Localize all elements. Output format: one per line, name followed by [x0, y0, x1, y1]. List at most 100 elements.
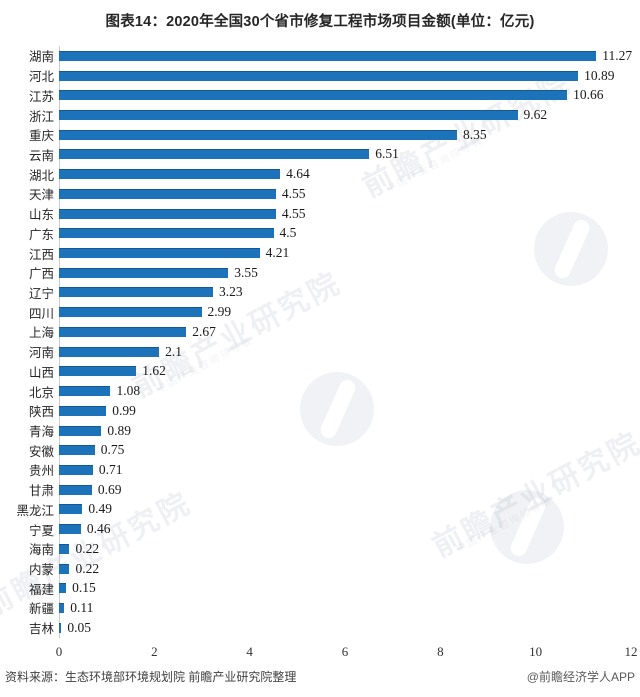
- category-label: 北京: [28, 385, 54, 400]
- bar-track: 10.89: [59, 66, 631, 86]
- bar: [59, 622, 62, 633]
- bar-row: 黑龙江 0.49: [4, 500, 632, 520]
- bar-row: 陕西 0.99: [4, 401, 632, 421]
- bar-value-label: 0.75: [100, 442, 125, 458]
- bar-row: 云南 6.51: [4, 145, 632, 165]
- bar-track: 3.23: [59, 283, 631, 303]
- bar-track: 0.11: [59, 598, 631, 618]
- bar-value-label: 0.99: [112, 402, 136, 418]
- bar-value-label: 10.89: [584, 67, 615, 83]
- bar-row: 辽宁 3.23: [4, 283, 632, 303]
- bar-track: 2.67: [59, 322, 631, 342]
- category-label: 河南: [28, 346, 54, 361]
- bar-value-label: 4.55: [281, 185, 306, 201]
- bar: [59, 169, 281, 180]
- category-label: 云南: [28, 148, 54, 163]
- bar-row: 山东 4.55: [4, 204, 632, 224]
- category-label: 重庆: [28, 129, 54, 144]
- bar-value-label: 0.15: [72, 580, 96, 596]
- bar: [59, 445, 95, 456]
- bar-row: 宁夏 0.46: [4, 519, 632, 539]
- category-label: 内蒙: [28, 563, 54, 578]
- category-label: 上海: [28, 326, 54, 341]
- bar-track: 4.55: [59, 204, 631, 224]
- bar-row: 广东 4.5: [4, 223, 632, 243]
- category-label: 福建: [28, 582, 54, 597]
- bar: [59, 366, 137, 377]
- bar: [59, 70, 579, 81]
- bar-value-label: 0.46: [86, 521, 111, 537]
- bar: [59, 484, 92, 495]
- bar-value-label: 11.27: [602, 47, 633, 63]
- bar-value-label: 0.69: [97, 481, 122, 497]
- bar-value-label: 4.5: [279, 225, 297, 241]
- category-label: 湖南: [28, 50, 54, 65]
- source-note: 资料来源：生态环境部环境规划院 前瞻产业研究院整理: [5, 670, 297, 684]
- bar: [59, 248, 260, 259]
- bar-track: 0.15: [59, 578, 631, 598]
- bar-row: 山西 1.62: [4, 362, 632, 382]
- bar-track: 4.5: [59, 223, 631, 243]
- bar: [59, 524, 81, 535]
- bar: [59, 425, 102, 436]
- bar: [59, 602, 65, 613]
- bar-value-label: 0.22: [75, 560, 100, 576]
- bar-row: 新疆 0.11: [4, 598, 632, 618]
- bar: [59, 326, 187, 337]
- bar-value-label: 0.49: [88, 501, 112, 517]
- bar: [59, 543, 70, 554]
- bar-value-label: 8.35: [463, 126, 487, 142]
- bar-value-label: 2.99: [207, 304, 232, 320]
- bar-track: 0.69: [59, 480, 631, 500]
- bar-value-label: 2.67: [192, 323, 216, 339]
- bar-track: 11.27: [59, 46, 633, 66]
- category-label: 江苏: [28, 89, 54, 104]
- bar-track: 2.1: [59, 342, 631, 362]
- category-label: 吉林: [28, 622, 54, 637]
- x-axis-tick-label: 8: [437, 644, 444, 659]
- bar-row: 湖南 11.27: [4, 46, 632, 66]
- bar-value-label: 0.11: [70, 599, 94, 615]
- bar-row: 江西 4.21: [4, 243, 632, 263]
- category-label: 山东: [28, 208, 54, 223]
- category-label: 山西: [28, 365, 54, 380]
- bar-track: 2.99: [59, 302, 631, 322]
- category-label: 浙江: [28, 109, 54, 124]
- credit: @前瞻经济学人APP: [526, 670, 635, 684]
- bar-row: 河北 10.89: [4, 66, 632, 86]
- footer: 资料来源：生态环境部环境规划院 前瞻产业研究院整理 @前瞻经济学人APP: [5, 668, 635, 685]
- x-axis-tick-label: 12: [624, 644, 638, 659]
- bar-row: 上海 2.67: [4, 322, 632, 342]
- category-label: 安徽: [28, 444, 54, 459]
- bar-track: 4.55: [59, 184, 631, 204]
- bar-row: 河南 2.1: [4, 342, 632, 362]
- bar: [59, 307, 202, 318]
- category-label: 广西: [28, 267, 54, 282]
- bar-row: 安徽 0.75: [4, 440, 632, 460]
- bar: [59, 405, 107, 416]
- bar-row: 吉林 0.05: [4, 618, 632, 638]
- category-label: 广东: [28, 227, 54, 242]
- bar-value-label: 1.08: [116, 383, 141, 399]
- bar-row: 四川 2.99: [4, 302, 632, 322]
- bar-chart-plot-area: 湖南 11.27 河北 10.89 江苏 10.66 浙江 9.62 重庆 8.35 云南 6.51 湖…: [4, 46, 632, 638]
- x-axis-tick-label: 6: [341, 644, 349, 659]
- category-label: 甘肃: [28, 484, 54, 499]
- bar-track: 0.49: [59, 500, 631, 520]
- bar-row: 浙江 9.62: [4, 105, 632, 125]
- bar-value-label: 2.1: [165, 343, 182, 359]
- bar-value-label: 0.71: [98, 461, 123, 477]
- bar-value-label: 0.05: [67, 619, 91, 635]
- chart-title: 图表14：2020年全国30个省市修复工程市场项目金额(单位：亿元): [105, 14, 535, 30]
- bar-row: 青海 0.89: [4, 421, 632, 441]
- bar-value-label: 0.89: [107, 422, 132, 438]
- bar-track: 9.62: [59, 105, 631, 125]
- category-label: 四川: [28, 306, 54, 321]
- bar-row: 北京 1.08: [4, 381, 632, 401]
- bar-value-label: 4.55: [281, 205, 306, 221]
- bar-track: 8.35: [59, 125, 631, 145]
- bar-track: 0.22: [59, 539, 631, 559]
- category-label: 河北: [28, 70, 54, 85]
- bar-row: 内蒙 0.22: [4, 559, 632, 579]
